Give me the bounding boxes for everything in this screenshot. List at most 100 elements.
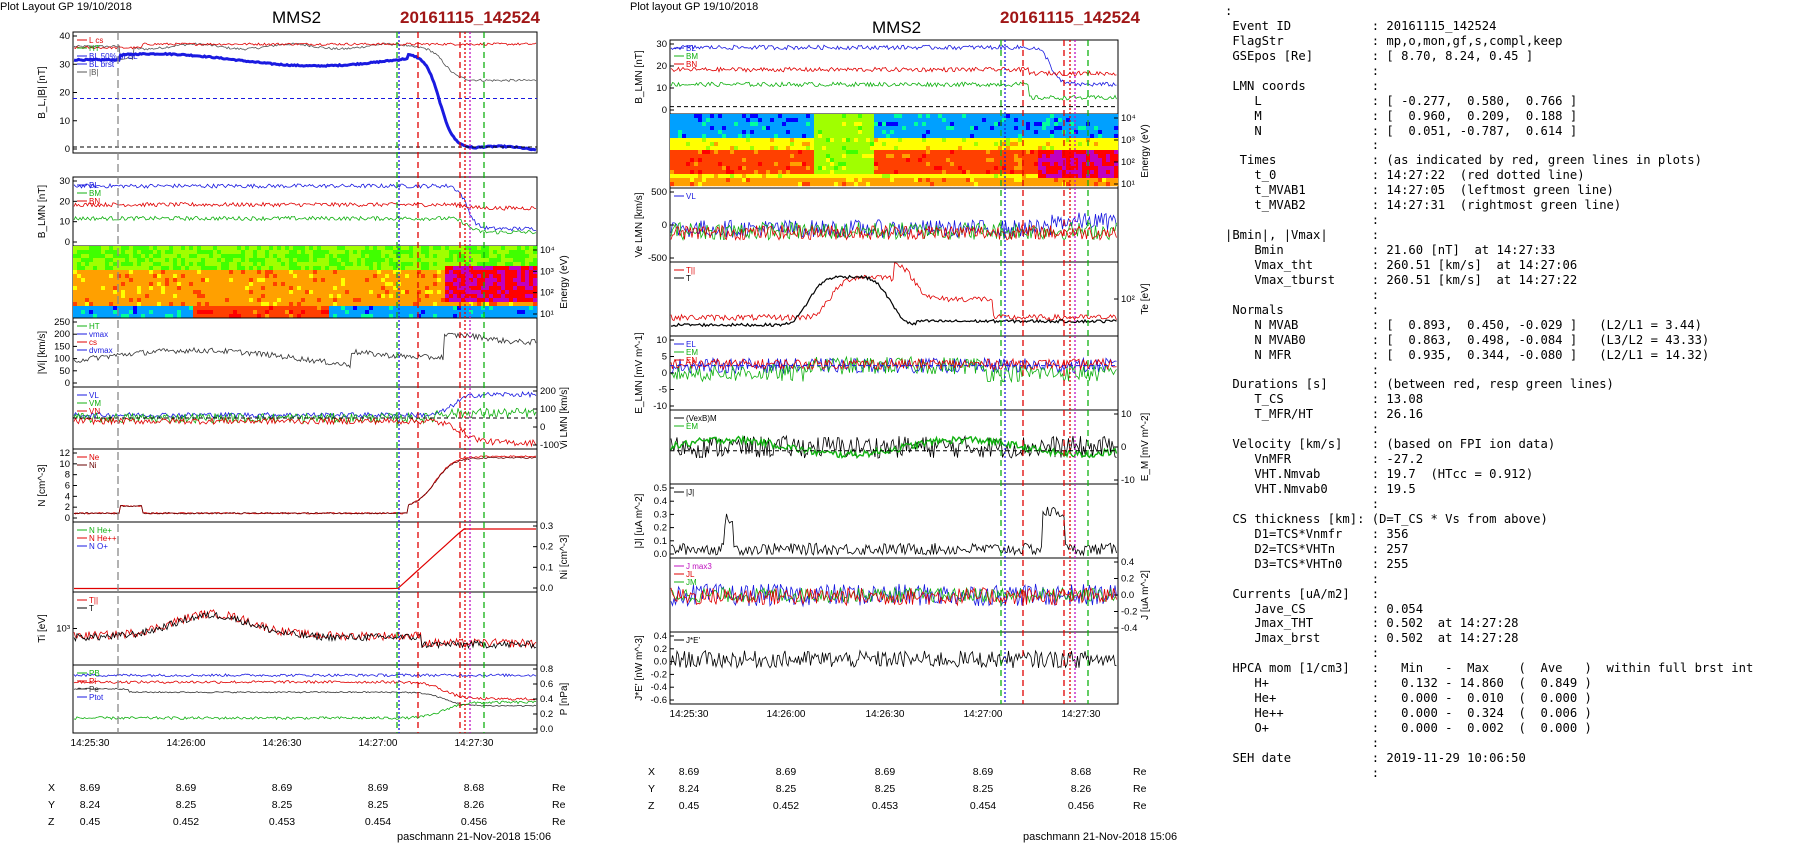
spectrogram-cell [433, 266, 438, 271]
spectrogram-cell [946, 134, 951, 139]
spectrogram-cell [533, 246, 538, 251]
spectrogram-cell [778, 146, 783, 151]
spectrogram-cell [153, 262, 158, 267]
spectrogram-cell [786, 122, 791, 127]
spectrogram-cell [521, 254, 526, 259]
spectrogram-cell [854, 182, 859, 187]
spectrogram-cell [706, 154, 711, 159]
info-line: L : [ -0.277, 0.580, 0.766 ] [1225, 93, 1578, 108]
spectrogram-cell [517, 298, 522, 303]
spectrogram-cell [910, 154, 915, 159]
spectrogram-cell [453, 246, 458, 251]
spectrogram-cell [221, 314, 226, 319]
spectrogram-cell [730, 146, 735, 151]
location-cell: 8.69 [368, 782, 389, 794]
spectrogram-cell [253, 282, 258, 287]
spectrogram-cell [453, 298, 458, 303]
spectrogram-cell [513, 302, 518, 307]
spectrogram-cell [393, 310, 398, 315]
spectrogram-cell [1090, 114, 1095, 119]
spectrogram-cell [281, 270, 286, 275]
spectrogram-cell [1078, 178, 1083, 183]
spectrogram-cell [469, 310, 474, 315]
spectrogram-cell [934, 170, 939, 175]
spectrogram-cell [722, 162, 727, 167]
spectrogram-cell [105, 254, 110, 259]
spectrogram-cell [1038, 142, 1043, 147]
spectrogram-cell [349, 286, 354, 291]
legend-label: PB [89, 669, 100, 678]
spectrogram-cell [113, 286, 118, 291]
spectrogram-cell [81, 262, 86, 267]
tick-label: 0 [540, 422, 545, 433]
spectrogram-cell [329, 306, 334, 311]
spectrogram-cell [770, 130, 775, 135]
spectrogram-cell [910, 178, 915, 183]
spectrogram-cell [529, 274, 534, 279]
y-axis-label: N [cm^-3] [37, 464, 48, 507]
spectrogram-cell [962, 174, 967, 179]
spectrogram-cell [105, 266, 110, 271]
spectrogram-cell [269, 258, 274, 263]
spectrogram-cell [221, 250, 226, 255]
spectrogram-cell [714, 134, 719, 139]
spectrogram-cell [786, 138, 791, 143]
spectrogram-cell [798, 114, 803, 119]
spectrogram-cell [714, 122, 719, 127]
spectrogram-cell [513, 282, 518, 287]
spectrogram-cell [786, 142, 791, 147]
spectrogram-cell [85, 254, 90, 259]
spectrogram-cell [758, 154, 763, 159]
spectrogram-cell [834, 130, 839, 135]
spectrogram-cell [489, 314, 494, 319]
spectrogram-cell [153, 302, 158, 307]
spectrogram-cell [237, 250, 242, 255]
spectrogram-cell [429, 270, 434, 275]
spectrogram-cell [281, 258, 286, 263]
spectrogram-cell [221, 262, 226, 267]
spectrogram-cell [349, 298, 354, 303]
spectrogram-cell [1078, 130, 1083, 135]
spectrogram-cell [449, 270, 454, 275]
spectrogram-cell [177, 282, 182, 287]
spectrogram-cell [890, 130, 895, 135]
spectrogram-cell [950, 130, 955, 135]
spectrogram-cell [714, 158, 719, 163]
spectrogram-cell [950, 178, 955, 183]
spectrogram-cell [157, 310, 162, 315]
spectrogram-cell [81, 314, 86, 319]
spectrogram-cell [77, 314, 82, 319]
spectrogram-cell [377, 246, 382, 251]
spectrogram-cell [982, 174, 987, 179]
spectrogram-cell [830, 150, 835, 155]
spectrogram-cell [297, 298, 302, 303]
spectrogram-cell [782, 158, 787, 163]
spectrogram-cell [461, 310, 466, 315]
spectrogram-cell [253, 302, 258, 307]
spectrogram-cell [209, 306, 214, 311]
spectrogram-cell [441, 274, 446, 279]
spectrogram-cell [962, 142, 967, 147]
spectrogram-cell [197, 254, 202, 259]
spectrogram-cell [970, 174, 975, 179]
spectrogram-cell [465, 274, 470, 279]
spectrogram-cell [1038, 134, 1043, 139]
spectrogram-cell [982, 114, 987, 119]
spectrogram-cell [1110, 114, 1115, 119]
spectrogram-cell [1034, 146, 1039, 151]
spectrogram-cell [670, 122, 675, 127]
spectrogram-cell [710, 166, 715, 171]
spectrogram-cell [505, 262, 510, 267]
spectrogram-cell [421, 298, 426, 303]
spectrogram-cell [842, 122, 847, 127]
spectrogram-cell [894, 154, 899, 159]
y-axis-label: Energy (eV) [1140, 124, 1151, 177]
spectrogram-cell [714, 142, 719, 147]
spectrogram-cell [241, 254, 246, 259]
spectrogram-cell [702, 126, 707, 131]
spectrogram-cell [1078, 146, 1083, 151]
spectrogram-cell [533, 314, 538, 319]
spectrogram-cell [469, 290, 474, 295]
spectrogram-cell [389, 314, 394, 319]
spectrogram-cell [277, 290, 282, 295]
